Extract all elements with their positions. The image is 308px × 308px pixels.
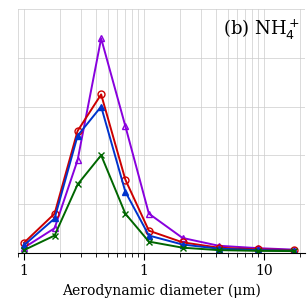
X-axis label: Aerodynamic diameter (μm): Aerodynamic diameter (μm) bbox=[62, 284, 261, 298]
Text: (b) NH$_4^+$: (b) NH$_4^+$ bbox=[223, 17, 299, 41]
